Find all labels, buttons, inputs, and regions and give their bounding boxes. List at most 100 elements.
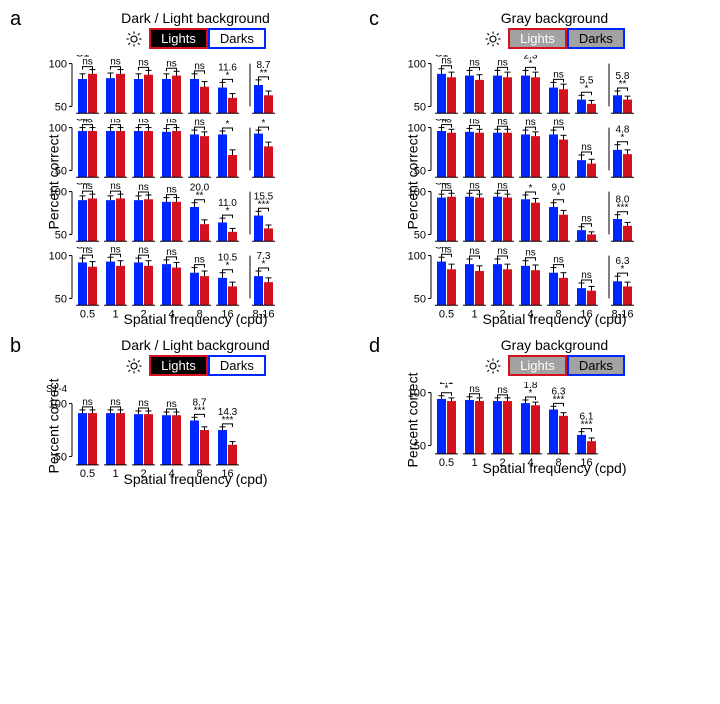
sig-label: ns [581, 142, 592, 153]
sig-stars: ** [260, 68, 268, 79]
bar-blue [162, 264, 171, 305]
bar-blue [549, 409, 558, 453]
panel-d: dGray background LightsDarksPercent corr… [369, 337, 710, 487]
bar-chart: 50100ns0.5ns1ns2ns4ns810.5*167.3*8-16S4 [46, 247, 286, 323]
legend-box: Lights [149, 28, 208, 49]
bar-blue [521, 266, 530, 305]
bar-blue [254, 276, 263, 305]
bar-chart: 50100nsnsnsnsns24.1*14.6*S2 [46, 119, 286, 181]
sig-label: ns [497, 183, 508, 191]
bar-blue [218, 278, 227, 305]
legend-box: Darks [208, 355, 266, 376]
bar-blue [190, 273, 199, 306]
sig-label: ns [110, 183, 121, 192]
bar-blue [218, 134, 227, 177]
legend-box: Lights [508, 355, 567, 376]
bar-blue [190, 79, 199, 113]
bar-red [447, 197, 456, 242]
sig-label: ns [553, 69, 564, 80]
xtick-label: 8-16 [252, 308, 274, 320]
bar-blue [493, 401, 502, 454]
bar-red [503, 401, 512, 454]
subjects: Percent correctS1-450100ns0.5ns1ns2ns48.… [10, 382, 351, 469]
bar-red [447, 401, 456, 454]
bar-chart: 50100nsnsnsnsns11.6*8.7**S1 [46, 55, 286, 117]
bar-red [116, 266, 125, 305]
xtick-label: 4 [168, 308, 174, 320]
bar-red [531, 405, 540, 454]
bar-red [447, 77, 456, 113]
subject-label: S2 [435, 119, 448, 124]
sun-icon [125, 30, 143, 48]
subject-row: 50100nsnsns4.3*9.0*ns8.0***S3 [405, 183, 710, 245]
sig-stars: * [262, 119, 266, 129]
sig-label: ns [469, 57, 480, 68]
sig-label: ns [553, 119, 564, 128]
bar-red [475, 401, 484, 454]
xtick-label: 0.5 [439, 457, 454, 469]
bar-red [88, 198, 97, 241]
bar-red [200, 87, 209, 114]
ytick-label: 100 [408, 59, 426, 71]
xtick-label: 0.5 [80, 308, 95, 320]
subject-row: 50100nsnsnsnsnsns4.8*S2 [405, 119, 710, 181]
sig-label: ns [497, 57, 508, 68]
sig-label: ns [469, 119, 480, 126]
bar-red [447, 133, 456, 178]
bar-blue [437, 131, 446, 177]
bar-red [200, 136, 209, 177]
sig-label: ns [138, 247, 149, 256]
bar-red [623, 154, 632, 177]
legend: LightsDarks [399, 28, 710, 49]
sig-label: ns [469, 247, 480, 257]
bar-red [144, 75, 153, 114]
sig-label: ns [110, 57, 121, 68]
bar-blue [493, 264, 502, 305]
sig-stars: ** [619, 79, 627, 90]
bar-red [531, 136, 540, 177]
sig-label: ns [110, 119, 121, 126]
bar-red [531, 203, 540, 242]
bar-blue [254, 85, 263, 113]
sig-label: ns [138, 183, 149, 193]
bar-chart: 50100nsnsns4.3*9.0*ns8.0***S3 [405, 183, 645, 245]
bar-red [88, 267, 97, 306]
legend-box: Darks [208, 28, 266, 49]
xtick-label: 1 [471, 457, 477, 469]
bar-red [559, 140, 568, 178]
bar-red [172, 76, 181, 114]
bar-blue [218, 430, 227, 465]
sig-label: ns [525, 119, 536, 128]
sig-label: ns [166, 119, 177, 126]
bar-blue [106, 262, 115, 306]
sig-label: ns [166, 58, 177, 69]
sig-stars: *** [553, 394, 565, 405]
xtick-label: 1 [112, 308, 118, 320]
sig-label: ns [581, 270, 592, 281]
xtick-label: 16 [580, 457, 592, 469]
bar-red [587, 291, 596, 306]
subject-label: S1 [435, 55, 448, 60]
bar-red [623, 286, 632, 305]
bar-red [228, 98, 237, 113]
legend: LightsDarks [40, 28, 351, 49]
xtick-label: 2 [140, 308, 146, 320]
ytick-label: 50 [55, 451, 67, 463]
bar-chart: 501002.1*0.5ns1ns21.8*46.3***86.1***16 [405, 382, 609, 472]
subject-row: 50100ns0.5ns1ns2ns48.7***814.3***16 [46, 393, 351, 469]
subject-row: 50100nsnsnsnsns11.6*8.7**S1 [46, 55, 351, 117]
bar-blue [437, 74, 446, 113]
sig-label: ns [194, 255, 205, 266]
legend-box: Lights [508, 28, 567, 49]
bar-red [587, 234, 596, 241]
bar-red [475, 133, 484, 178]
bar-red [172, 202, 181, 241]
bar-red [228, 155, 237, 177]
bar-blue [190, 420, 199, 464]
bar-blue [465, 264, 474, 305]
xtick-label: 2 [499, 457, 505, 469]
bar-blue [613, 95, 622, 113]
bar-chart: 50100ns0.5ns1ns2ns48.7***814.3***16 [46, 393, 250, 483]
xtick-label: 2 [140, 468, 146, 480]
bar-chart: 50100nsnsnsnsnsns4.8*S2 [405, 119, 645, 181]
